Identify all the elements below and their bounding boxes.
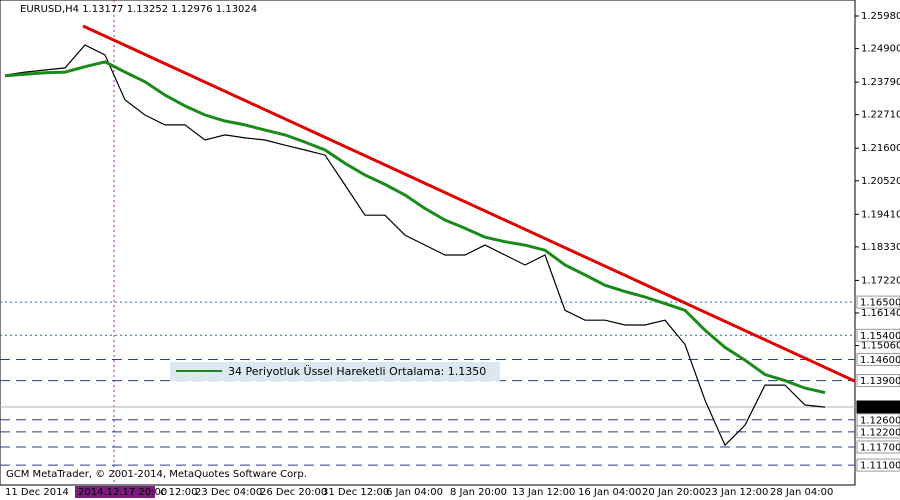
y-tick-label: 1.17220 [861,275,900,286]
level-label-box [856,328,900,342]
y-tick-label: 1.25980 [861,11,900,22]
level-label-box [856,458,900,472]
level-label-box [856,440,900,454]
y-tick-label: 1.15060 [861,341,900,352]
level-label: 1.16500 [860,298,900,309]
x-tick-label: 23 Jan 12:00 [705,487,768,498]
y-tick-label: 1.20520 [861,176,900,187]
x-tick-label: c 12:00 [160,487,198,498]
x-tick-label: 28 Jan 04:00 [770,487,833,498]
footer: GCM MetaTrader, © 2001-2014, MetaQuotes … [6,469,307,480]
x-tick-label: 11 Dec 2014 [5,487,69,498]
series-line [4,44,826,447]
x-tick-label: 6 Jan 04:00 [386,487,443,498]
level-label-box [856,425,900,439]
y-tick-label: 1.22710 [861,110,900,121]
level-label-box [856,295,900,309]
y-tick-label: 1.24900 [861,44,900,55]
crosshair-label-box [75,486,155,498]
series-line [4,60,826,395]
level-label: 1.11700 [860,442,900,453]
level-label: 1.12200 [860,427,900,438]
y-tick-label: 1.16140 [861,308,900,319]
level-label: 1.15400 [860,331,900,342]
x-tick-label: 20 Jan 20:00 [642,487,705,498]
x-tick-label: 26 Dec 20:00 [260,487,327,498]
level-label: 1.13024 [860,403,900,414]
level-label: 1.11100 [860,461,900,472]
y-tick-label: 1.19410 [861,209,900,220]
x-tick-label: 23 Dec 04:00 [195,487,262,498]
level-label: 1.12600 [860,415,900,426]
level-label-box [856,352,900,366]
x-tick-label: 16 Jan 04:00 [578,487,641,498]
chart-title: EURUSD,H4 1.13177 1.13252 1.12976 1.1302… [20,4,257,15]
y-tick-label: 1.18330 [861,242,900,253]
y-tick-label: 1.21600 [861,143,900,154]
x-tick-label: 31 Dec 12:00 [322,487,389,498]
x-tick-label: 8 Jan 20:00 [450,487,507,498]
x-tick-label: 2014.12.17 20:00 [78,487,167,498]
level-label-box [856,374,900,388]
legend-text: 34 Periyotluk Üssel Hareketli Ortalama: … [228,365,486,378]
level-label: 1.13900 [860,376,900,387]
x-tick-label: 13 Jan 12:00 [512,487,575,498]
trendline [82,24,856,383]
y-tick-label: 1.23790 [861,77,900,88]
level-label: 1.14600 [860,355,900,366]
legend-box [170,362,500,381]
level-label-box [856,400,900,414]
